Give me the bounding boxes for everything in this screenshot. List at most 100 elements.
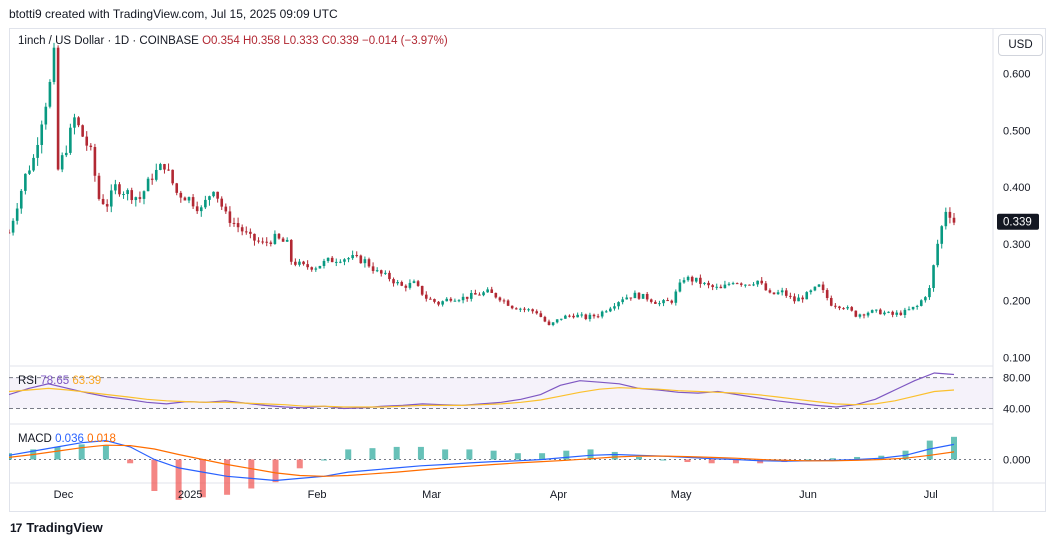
candle-body — [617, 302, 620, 307]
change-value: −0.014 (−3.97%) — [361, 35, 448, 47]
macd-histogram-bar — [102, 445, 109, 460]
candle-body — [294, 261, 297, 265]
candle-body — [298, 261, 301, 265]
candle-body — [842, 308, 845, 310]
rsi-value: 78.65 — [40, 375, 70, 387]
rsi-label: RSI — [18, 375, 38, 387]
candle-body — [478, 294, 481, 296]
candle-body — [760, 280, 764, 284]
macd-histogram-bar — [224, 459, 231, 495]
candle-body — [281, 238, 285, 242]
candle-body — [752, 284, 755, 286]
candle-body — [97, 175, 101, 199]
candle-body — [723, 284, 727, 289]
candle-body — [302, 261, 305, 265]
macd-histogram-bar — [345, 449, 352, 460]
rsi-ma-value: 63.39 — [72, 375, 102, 387]
candle-body — [60, 155, 64, 170]
candle-body — [592, 314, 596, 317]
high-value: H0.358 — [243, 35, 281, 47]
candle-body — [539, 313, 543, 317]
candle-body — [719, 286, 723, 289]
candle-body — [874, 309, 878, 311]
macd-histogram-bar — [127, 459, 134, 464]
candle-body — [474, 293, 477, 295]
last-price-tag — [997, 213, 1039, 230]
candle-body — [727, 283, 731, 285]
candle-body — [621, 299, 624, 303]
candle-body — [502, 300, 506, 302]
macd-legend[interactable]: MACD 0.036 0.018 — [18, 433, 116, 445]
tradingview-brand[interactable]: 17 TradingView — [10, 520, 103, 535]
candle-body — [400, 282, 404, 286]
candle-body — [343, 259, 346, 262]
last-price-label: 0.339 — [1003, 217, 1032, 229]
candle-body — [568, 315, 571, 317]
candle-body — [261, 241, 264, 243]
candle-body — [805, 292, 809, 300]
macd-histogram-bar — [393, 446, 400, 460]
macd-histogram-bar — [514, 453, 521, 460]
candle-body — [850, 307, 854, 311]
candle-body — [645, 293, 649, 300]
rsi-legend[interactable]: RSI 78.65 63.39 — [18, 375, 101, 387]
candle-body — [289, 239, 293, 262]
macd-histogram-bar — [587, 449, 594, 460]
macd-histogram-bar — [660, 459, 667, 461]
macd-histogram-bar — [611, 451, 618, 460]
candle-body — [105, 204, 109, 207]
candle-body — [690, 276, 694, 282]
close-value: C0.339 — [321, 35, 359, 47]
candle-body — [506, 300, 510, 306]
candle-body — [907, 309, 911, 311]
candle-body — [854, 310, 858, 317]
time-axis-tick-label: May — [671, 489, 692, 501]
candle-body — [903, 309, 907, 316]
candle-body — [441, 301, 444, 305]
currency-button[interactable]: USD — [998, 34, 1043, 56]
macd-histogram-bar — [78, 444, 85, 460]
candle-body — [28, 170, 31, 174]
candle-body — [240, 227, 244, 232]
symbol-name[interactable]: 1inch / US Dollar · 1D · COINBASE — [18, 35, 199, 47]
candle-body — [911, 306, 915, 310]
candle-body — [408, 282, 412, 288]
macd-histogram-bar — [369, 448, 376, 460]
candle-body — [829, 297, 833, 306]
macd-histogram-bar — [951, 436, 957, 460]
candle-body — [232, 222, 236, 224]
candle-body — [780, 290, 784, 293]
candle-body — [686, 276, 690, 281]
candle-body — [19, 190, 23, 209]
candle-body — [208, 196, 211, 200]
macd-histogram-bar — [248, 459, 255, 489]
candle-body — [625, 297, 629, 300]
candle-body — [523, 308, 526, 310]
candle-body — [322, 260, 326, 266]
candle-body — [73, 117, 76, 128]
candle-body — [879, 309, 882, 315]
candle-body — [236, 223, 240, 228]
candlestick-chart[interactable]: 0.600 0.500 0.400 0.300 0.200 0.100 0.339 80.00… — [9, 28, 1046, 512]
candle-body — [56, 47, 60, 170]
candle-body — [371, 266, 375, 271]
time-axis-tick-label: Jul — [924, 489, 938, 501]
candle-body — [89, 145, 93, 148]
candle-body — [862, 314, 866, 316]
candle-body — [416, 281, 420, 286]
price-axis-tick-label: 0.400 — [1003, 182, 1031, 194]
candle-body — [768, 290, 772, 293]
candle-body — [711, 285, 714, 288]
rsi-ma-line — [9, 387, 955, 408]
low-value: L0.333 — [283, 35, 319, 47]
candle-body — [482, 292, 485, 296]
open-value: O0.354 — [202, 35, 240, 47]
candle-body — [101, 198, 105, 205]
candle-body — [15, 208, 19, 221]
macd-histogram-bar — [708, 459, 715, 464]
candle-body — [514, 308, 518, 310]
macd-histogram-bar — [490, 450, 497, 460]
candle-body — [510, 305, 514, 309]
candle-body — [678, 282, 682, 292]
candle-body — [564, 315, 567, 319]
